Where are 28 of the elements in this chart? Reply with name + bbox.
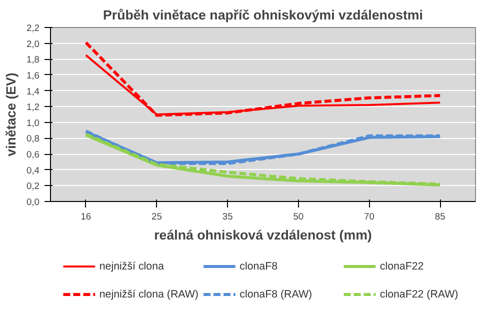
y-tick-label: 2,2 [26, 23, 40, 33]
x-tick-label: 85 [434, 212, 446, 222]
y-tick-label: 1,0 [26, 118, 40, 128]
x-tick-label: 16 [80, 212, 92, 222]
x-tick-label: 35 [222, 212, 233, 222]
y-tick-label: 1,4 [26, 86, 40, 96]
y-tick-label: 0,8 [26, 134, 40, 144]
line-series [84, 41, 442, 117]
x-axis-title: reálná ohnisková vzdálenost (mm) [154, 228, 372, 242]
legend-label: clonaF22 [380, 260, 424, 272]
y-tick-label: 1,6 [26, 70, 40, 80]
legend-label: nejnižší clona [99, 260, 164, 272]
y-tick-label: 0,2 [26, 181, 40, 192]
y-tick-label: 0,0 [26, 197, 40, 207]
x-tick-label: 25 [152, 212, 162, 222]
legend-label: clonaF8 (RAW) [240, 288, 312, 300]
y-tick-label: 0,6 [26, 150, 40, 160]
y-tick-label: 1,8 [26, 54, 40, 65]
y-tick-label: 2,0 [26, 38, 40, 49]
legend-label: clonaF22 (RAW) [380, 288, 458, 300]
chart-title: Průběh vinětace napříč ohniskovými vzdálenostmi [103, 8, 423, 22]
x-tick-label: 50 [293, 212, 304, 222]
legend-label: clonaF8 [240, 260, 278, 272]
y-axis-title: vinětace (EV) [4, 72, 19, 156]
legend-label: nejnižší clona (RAW) [99, 288, 198, 300]
y-tick-label: 1,2 [26, 102, 40, 112]
x-tick-label: 70 [364, 212, 374, 222]
y-tick-label: 0,4 [26, 165, 40, 176]
